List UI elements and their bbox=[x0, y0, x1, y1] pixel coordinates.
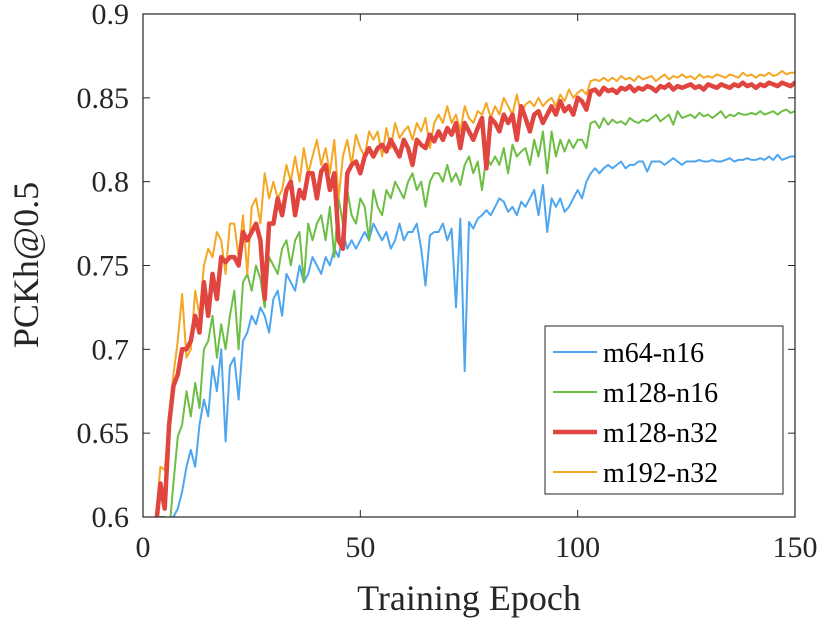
y-tick-label: 0.85 bbox=[77, 82, 130, 115]
series-line-m192-n32 bbox=[154, 70, 795, 517]
series-line-m128-n32 bbox=[154, 80, 795, 517]
legend-label-m128-n16: m128-n16 bbox=[603, 378, 718, 409]
series-line-m64-n16 bbox=[172, 153, 795, 517]
series-layer bbox=[154, 70, 795, 517]
x-axis-title: Training Epoch bbox=[357, 578, 581, 618]
tick-layer: 0 50 100 150 0.6 0.65 0.7 0.75 0.8 0.85 0.9 bbox=[77, 0, 818, 564]
y-tick-label: 0.8 bbox=[92, 166, 130, 199]
legend-label-m192-n32: m192-n32 bbox=[603, 458, 718, 489]
legend-label-m64-n16: m64-n16 bbox=[603, 338, 704, 369]
y-tick-label: 0.7 bbox=[92, 333, 130, 366]
series-line-m128-n16 bbox=[159, 108, 795, 517]
legend: m64-n16 m128-n16 m128-n32 m192-n32 bbox=[544, 325, 784, 495]
x-tick-label: 0 bbox=[136, 531, 151, 564]
legend-items: m64-n16 m128-n16 m128-n32 m192-n32 bbox=[553, 338, 718, 489]
legend-label-m128-n32: m128-n32 bbox=[603, 418, 718, 449]
y-tick-label: 0.75 bbox=[77, 250, 130, 283]
y-axis-title: PCKh@0.5 bbox=[6, 182, 46, 348]
y-tick-label: 0.65 bbox=[77, 417, 130, 450]
x-tick-label: 150 bbox=[773, 531, 818, 564]
x-tick-label: 50 bbox=[345, 531, 375, 564]
y-tick-label: 0.6 bbox=[92, 501, 130, 534]
x-tick-label: 100 bbox=[555, 531, 600, 564]
legend-box bbox=[544, 325, 784, 495]
y-tick-label: 0.9 bbox=[92, 0, 130, 31]
